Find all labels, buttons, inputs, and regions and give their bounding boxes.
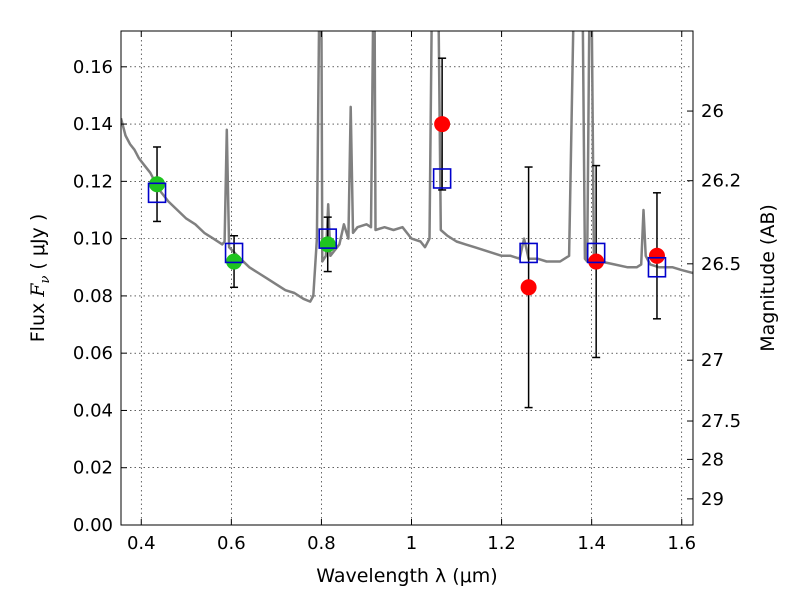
y-tick-label: 0.00	[73, 515, 113, 536]
right-tick-label: 26.5	[701, 254, 741, 275]
y-tick-label: 0.06	[73, 343, 113, 364]
y-axis-label-subscript: ν	[38, 276, 53, 284]
data-point-circle	[588, 253, 605, 270]
y-tick-label: 0.12	[73, 171, 113, 192]
x-tick-label: 1.4	[577, 533, 606, 554]
x-tick-label: 1.6	[667, 533, 696, 554]
data-point-circle	[648, 247, 665, 264]
model-point-square	[647, 256, 667, 278]
model-point-square	[224, 242, 244, 264]
data-point-circle	[520, 279, 537, 296]
x-tick-label: 0.4	[127, 533, 156, 554]
data-point-circle	[149, 176, 166, 193]
y-tick-label: 0.10	[73, 229, 113, 250]
y-tick-label: 0.16	[73, 57, 113, 78]
y-tick-label: 0.02	[73, 458, 113, 479]
data-point-circle	[434, 116, 451, 133]
plot-area	[121, 31, 693, 409]
x-axis-label: Wavelength λ (μm)	[316, 565, 497, 587]
axes: 0.4 0.6 0.8 1 1.2 1.4 1.6 0.00 0.02 0.04 0.06 0.08 0…	[73, 31, 741, 554]
template-spectrum-line	[121, 31, 693, 303]
right-tick-label: 26.2	[701, 171, 741, 192]
plot-frame	[120, 30, 694, 526]
y-axis-label-unit: ( μJy )	[27, 214, 49, 276]
model-point-square	[519, 242, 538, 264]
model-point-square	[432, 168, 452, 189]
model-point-square	[147, 182, 167, 204]
y-tick-label: 0.14	[73, 114, 113, 135]
data-point-circle	[226, 253, 243, 270]
right-tick-label: 27	[701, 350, 724, 371]
model-point-square	[586, 242, 606, 264]
data-point-circle	[319, 236, 336, 253]
x-tick-label: 0.8	[307, 533, 336, 554]
model-point-square	[318, 228, 338, 249]
y-axis-label-text: Flux	[27, 297, 49, 343]
y-tick-label: 0.08	[73, 286, 113, 307]
right-tick-label: 27.5	[701, 411, 741, 432]
right-tick-label: 26	[701, 101, 724, 122]
x-tick-label: 1.2	[487, 533, 516, 554]
right-tick-label: 29	[701, 489, 724, 510]
right-tick-label: 28	[701, 449, 724, 470]
y-tick-label: 0.04	[73, 400, 113, 421]
right-axis-label: Magnitude (AB)	[757, 204, 779, 352]
x-tick-label: 1	[406, 533, 417, 554]
y-axis-label: Flux Fν ( μJy )	[27, 214, 53, 343]
y-axis-label-symbol: F	[27, 283, 49, 298]
x-tick-label: 0.6	[217, 533, 246, 554]
